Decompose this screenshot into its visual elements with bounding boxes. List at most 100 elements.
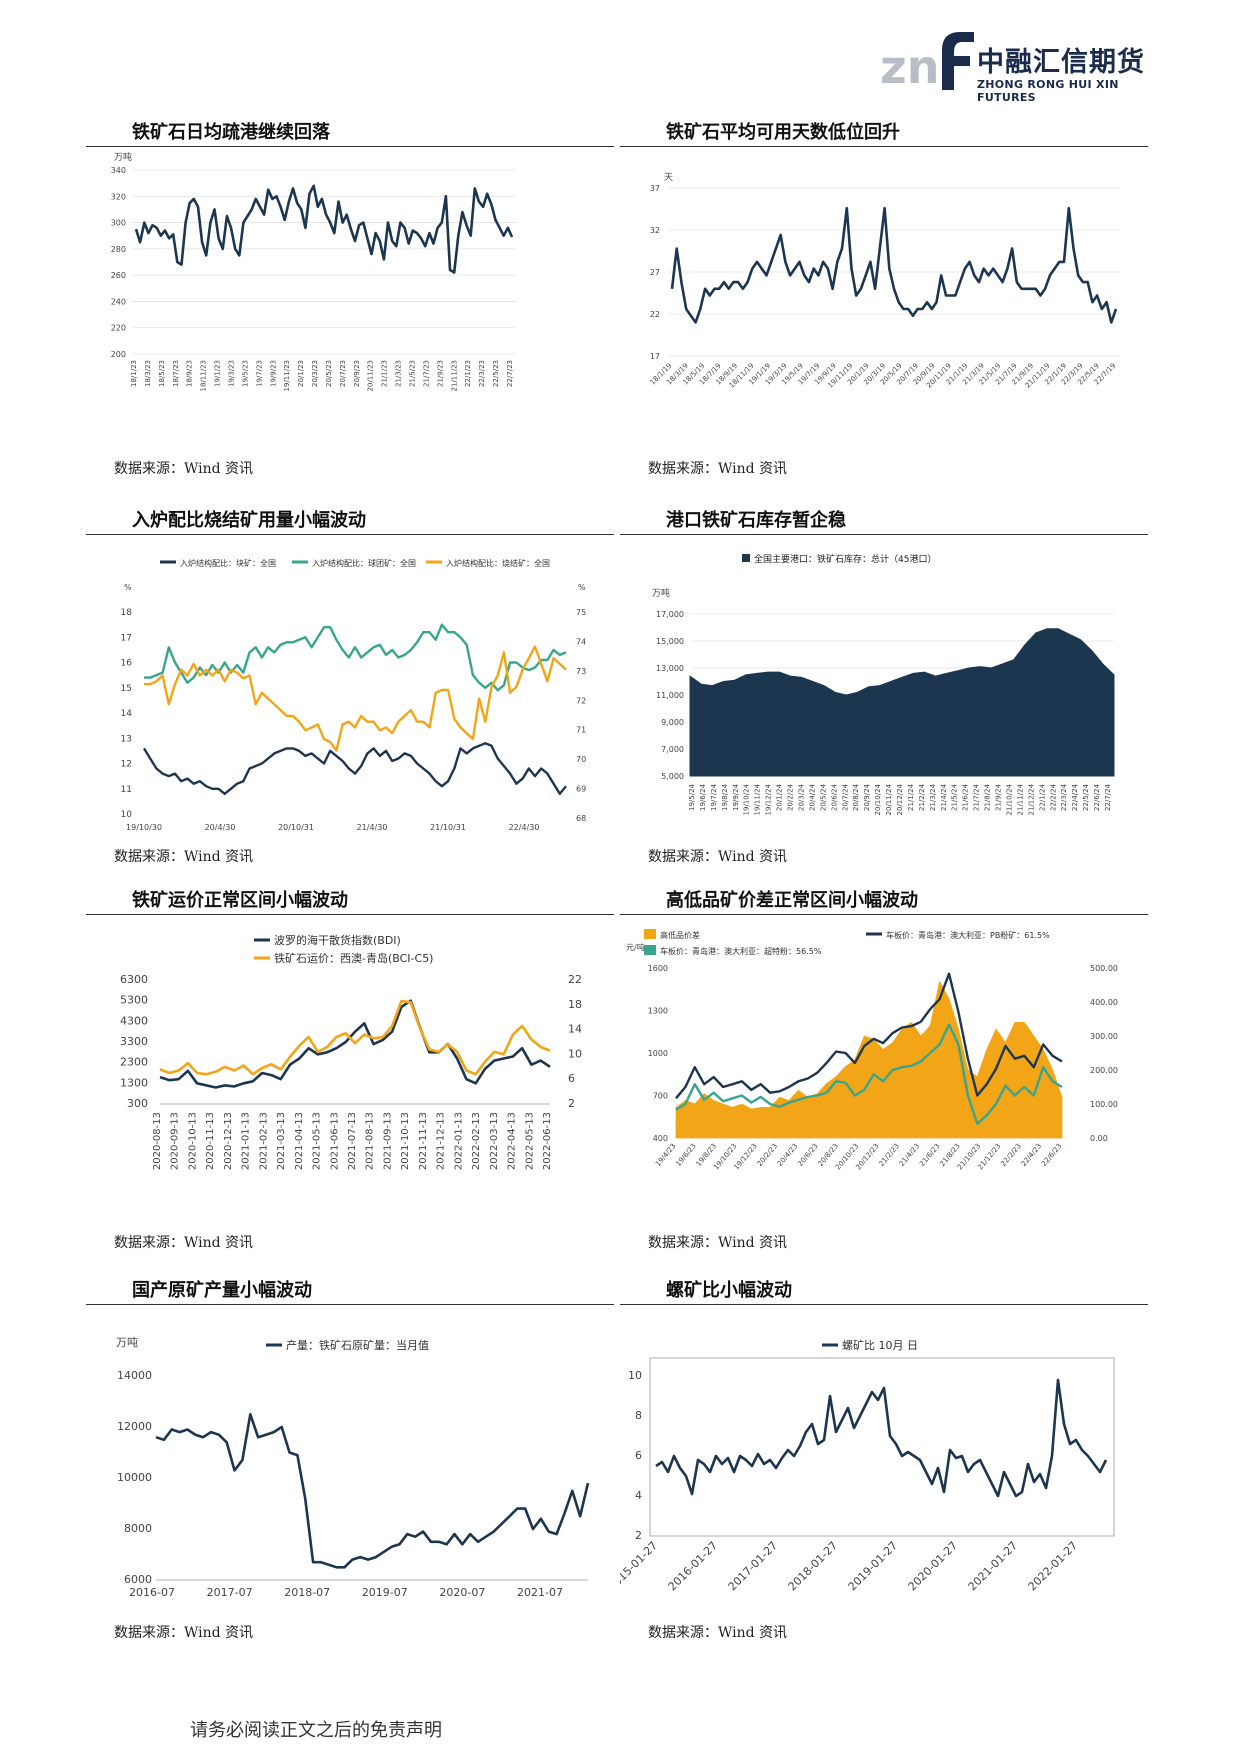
- series-line: [159, 999, 551, 1076]
- y-tick-label: 27: [650, 268, 660, 277]
- series-line: [159, 999, 551, 1089]
- y-tick-label: 200: [111, 350, 126, 359]
- data-source: 数据来源：Wind 资讯: [114, 461, 254, 477]
- x-tick-label: 21/8/24: [984, 783, 992, 811]
- y-tick-label: 10: [568, 1047, 582, 1060]
- y-tick-label: 72: [576, 696, 586, 705]
- y-tick-label: 6: [568, 1072, 575, 1085]
- x-tick-label: 21/6/24: [962, 783, 970, 811]
- y-tick-label: 300.00: [1090, 1032, 1118, 1041]
- panel-title: 入炉配比烧结矿用量小幅波动: [132, 510, 366, 531]
- x-tick-label: 19/7/23: [255, 360, 263, 387]
- x-tick-label: 22/7/24: [1104, 783, 1112, 811]
- legend-label: 螺矿比 10月 日: [842, 1339, 918, 1352]
- unit-label: 元/吨: [626, 942, 645, 952]
- x-tick-label: 2020-08-13: [152, 1112, 163, 1170]
- panel-divider: [86, 1304, 614, 1305]
- x-tick-label: 19/6/23: [674, 1142, 697, 1168]
- x-tick-label: 21/4/30: [357, 823, 388, 832]
- y-tick-label: 70: [576, 755, 586, 764]
- x-tick-label: 19/9/23: [269, 360, 277, 387]
- x-tick-label: 22/2/23: [999, 1142, 1022, 1168]
- x-tick-label: 21/1/24: [907, 783, 915, 811]
- data-source: 数据来源：Wind 资讯: [114, 849, 254, 865]
- panel-divider: [620, 1304, 1148, 1305]
- x-tick-label: 19/6/24: [699, 783, 707, 811]
- x-tick-label: 22/2/24: [1049, 783, 1057, 811]
- x-tick-label: 20/3/23: [311, 360, 319, 387]
- x-tick-label: 20/6/24: [830, 783, 838, 811]
- chart-port-inventory: 全国主要港口：铁矿石库存：总计（45港口） 万吨 17,000 15,000 13,00…: [652, 553, 1115, 815]
- x-tick-label: 19/10/30: [126, 823, 162, 832]
- y-tick-label: 260: [111, 271, 126, 280]
- x-tick-label: 19/11/23: [283, 360, 291, 391]
- x-tick-label: 19/12/24: [765, 783, 773, 815]
- y-tick-label: 8: [635, 1409, 642, 1422]
- y-tick-label: 300: [127, 1097, 148, 1110]
- x-tick-label: 2021-05-13: [312, 1112, 323, 1170]
- y-tick-label: 4300: [120, 1014, 148, 1027]
- legend-label: 入炉结构配比：烧结矿：全国: [446, 558, 550, 568]
- x-tick-label: 21/10/31: [430, 823, 466, 832]
- y-tick-label: 240: [111, 297, 126, 306]
- x-tick-label: 18/11/23: [200, 360, 208, 391]
- data-source: 数据来源：Wind 资讯: [114, 1625, 254, 1641]
- x-tick-label: 2020-11-13: [205, 1112, 216, 1170]
- y-tick-label: 5,000: [661, 772, 684, 781]
- legend-label: 产量：铁矿石原矿量：当月值: [286, 1338, 429, 1352]
- data-source: 数据来源：Wind 资讯: [648, 849, 788, 865]
- data-source: 数据来源：Wind 资讯: [114, 1235, 254, 1251]
- legend-label: 高低品价差: [660, 930, 700, 940]
- x-tick-label: 22/5/23: [492, 360, 500, 387]
- x-tick-label: 2018-01-27: [786, 1539, 840, 1593]
- x-tick-label: 19/1/23: [214, 360, 222, 387]
- x-tick-label: 2017-07: [207, 1586, 253, 1599]
- panel-title: 国产原矿产量小幅波动: [132, 1280, 312, 1301]
- x-tick-label: 2020-09-13: [170, 1112, 181, 1170]
- panel-title: 高低品矿价差正常区间小幅波动: [666, 890, 918, 911]
- disclaimer-footer: 请务必阅读正文之后的免责声明: [190, 1720, 442, 1741]
- y-tick-label: 69: [576, 785, 586, 794]
- unit-label-right: %: [578, 583, 586, 592]
- x-tick-label: 2020-12-13: [223, 1112, 234, 1170]
- x-tick-label: 19/9/24: [732, 783, 740, 811]
- legend-label: 全国主要港口：铁矿石库存：总计（45港口）: [754, 553, 936, 565]
- data-source: 数据来源：Wind 资讯: [648, 461, 788, 477]
- data-source: 数据来源：Wind 资讯: [648, 1235, 788, 1251]
- x-tick-label: 20/6/23: [796, 1142, 819, 1168]
- panel-divider: [86, 914, 614, 915]
- legend-label: 车板价：青岛港：澳大利亚：超特粉：56.5%: [660, 946, 822, 956]
- x-tick-label: 22/1/23: [464, 360, 472, 387]
- y-tick-label: 17: [650, 352, 660, 361]
- x-tick-label: 2021-07-13: [347, 1112, 358, 1170]
- y-tick-label: 7,000: [661, 745, 684, 754]
- x-tick-label: 2021-01-27: [966, 1539, 1020, 1593]
- x-tick-label: 20/4/24: [808, 783, 816, 811]
- x-tick-label: 2021-08-13: [365, 1112, 376, 1170]
- x-tick-label: 22/6/24: [1093, 783, 1101, 811]
- series-line: [144, 645, 567, 752]
- y-tick-label: 4: [635, 1489, 642, 1502]
- data-source: 数据来源：Wind 资讯: [648, 1625, 788, 1641]
- y-tick-label: 73: [576, 667, 586, 676]
- legend-label: 铁矿石运价：西澳-青岛(BCI-C5): [274, 951, 433, 965]
- x-tick-label: 20/1/23: [297, 360, 305, 387]
- y-tick-label: 1000: [648, 1049, 668, 1058]
- x-tick-label: 21/2/23: [878, 1142, 901, 1168]
- x-tick-label: 20/8/24: [852, 783, 860, 811]
- y-tick-label: 12000: [117, 1420, 152, 1433]
- x-tick-label: 20/7/23: [339, 360, 347, 387]
- x-tick-label: 2016-07: [129, 1586, 175, 1599]
- y-tick-label: 6000: [124, 1573, 152, 1586]
- y-tick-label: 75: [576, 608, 586, 617]
- y-tick-label: 1300: [648, 1007, 668, 1016]
- y-tick-label: 71: [576, 726, 586, 735]
- x-tick-label: 2021-06-13: [329, 1112, 340, 1170]
- series-line: [675, 1023, 1063, 1125]
- x-tick-label: 21/6/23: [918, 1142, 941, 1168]
- y-tick-label: 11: [121, 785, 132, 795]
- legend-label: 入炉结构配比：球团矿：全国: [312, 558, 416, 568]
- x-tick-label: 21/7/24: [973, 783, 981, 811]
- panel-title: 港口铁矿石库存暂企稳: [666, 510, 846, 531]
- x-tick-label: 2021-07: [517, 1586, 563, 1599]
